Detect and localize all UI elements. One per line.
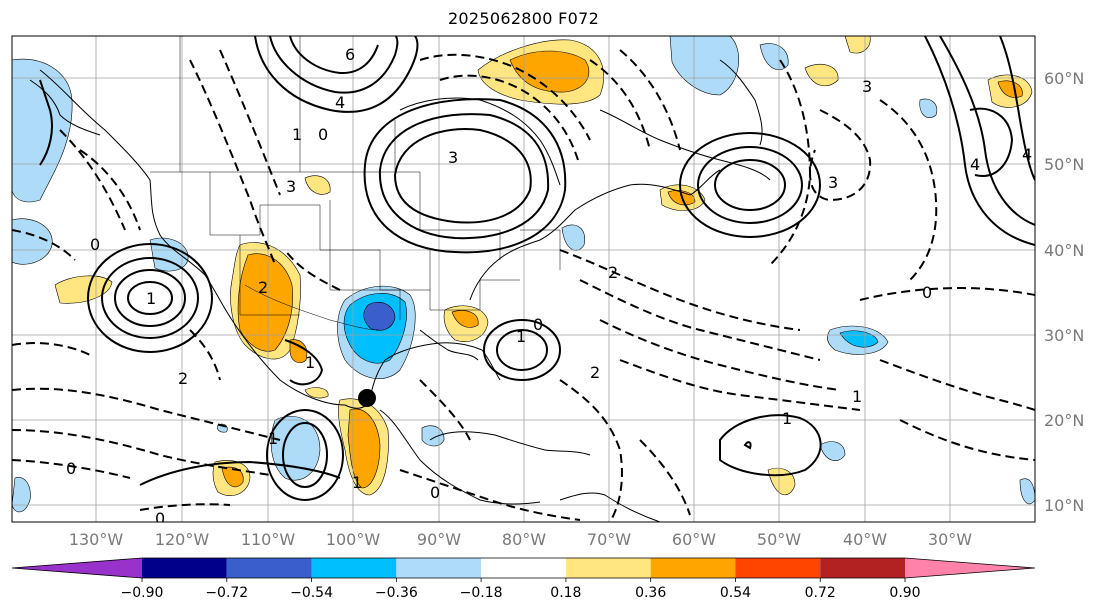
lon-label: 70°W (587, 530, 631, 549)
colorbar: −0.90 −0.72 −0.54 −0.36 −0.18 0.18 0.36 0.54 0.7… (11, 557, 1036, 601)
contour-label: 2 (608, 263, 618, 282)
positive-contours (39, 36, 1035, 501)
colorbar-segment (565, 558, 651, 578)
negative-contours (12, 49, 1035, 522)
contour-label: 0 (430, 483, 440, 502)
latitude-labels: 60°N 50°N 40°N 30°N 20°N 10°N (1044, 69, 1084, 515)
contour-label: 6 (345, 45, 355, 64)
contour-label: 3 (862, 77, 872, 96)
contour-label: 4 (970, 155, 980, 174)
contour-label: 2 (258, 278, 268, 297)
contour-label: 0 (922, 283, 932, 302)
lon-label: 60°W (672, 530, 716, 549)
contour-label: 3 (828, 173, 838, 192)
colorbar-tick-label: −0.36 (375, 585, 418, 601)
contour-label: 3 (286, 177, 296, 196)
contour-label: 1 (516, 327, 526, 346)
lon-label: 110°W (241, 530, 296, 549)
lon-label: 80°W (502, 530, 546, 549)
colorbar-segment (735, 558, 821, 578)
lon-label: 100°W (326, 530, 381, 549)
contour-label: 1 (782, 409, 792, 428)
contour-label: 0 (155, 509, 165, 528)
lon-label: 130°W (69, 530, 124, 549)
coastlines (29, 59, 771, 522)
anomaly-shading (12, 36, 1035, 513)
contour-label: 1 (852, 387, 862, 406)
colorbar-tick-label: 0.36 (635, 585, 666, 601)
lon-label: 30°W (928, 530, 972, 549)
map-frame (11, 35, 1036, 523)
colorbar-segment (905, 558, 1035, 578)
contour-label: 3 (448, 148, 458, 167)
colorbar-tick-label: 0.54 (720, 585, 751, 601)
colorbar-tick-label: −0.90 (121, 585, 164, 601)
contour-label: 1 (305, 353, 315, 372)
lat-label: 60°N (1044, 69, 1084, 88)
colorbar-tick-label: 0.90 (889, 585, 920, 601)
colorbar-tick-label: 0.18 (550, 585, 581, 601)
colorbar-segment (311, 558, 397, 578)
contour-label: 0 (318, 125, 328, 144)
contour-label: 2 (590, 363, 600, 382)
colorbar-segment (396, 558, 482, 578)
colorbar-segment (481, 558, 566, 578)
storm-center-dot (358, 389, 376, 407)
colorbar-tick-label: −0.18 (460, 585, 503, 601)
colorbar-tick-label: 0.72 (805, 585, 836, 601)
lat-label: 40°N (1044, 241, 1084, 260)
colorbar-segment (226, 558, 312, 578)
contour-label: 1 (268, 429, 278, 448)
contour-label: 1 (292, 125, 302, 144)
contour-label: 4 (1022, 145, 1032, 164)
lon-label: 40°W (843, 530, 887, 549)
contour-label: 1 (352, 473, 362, 492)
colorbar-segment (142, 558, 227, 578)
contour-label: 0 (533, 315, 543, 334)
longitude-labels: 130°W 120°W 110°W 100°W 90°W 80°W 70°W 6… (69, 530, 972, 549)
lon-label: 50°W (757, 530, 801, 549)
contour-label: 2 (178, 369, 188, 388)
map-background (12, 36, 1035, 522)
colorbar-tick-label: −0.72 (205, 585, 248, 601)
contour-label: 4 (335, 93, 345, 112)
contour-label: 0 (66, 459, 76, 478)
colorbar-segment (650, 558, 736, 578)
lon-label: 90°W (417, 530, 461, 549)
lat-label: 10°N (1044, 496, 1084, 515)
colorbar-tick-label: −0.54 (290, 585, 333, 601)
contour-labels: 6 4 1 3 0 2 1 0 2 1 3 0 1 0 1 2 1 0 0 2 … (66, 45, 1032, 528)
map-title: 2025062800 F072 (447, 9, 600, 28)
lat-label: 50°N (1044, 155, 1084, 174)
contour-label: 1 (146, 289, 156, 308)
lon-label: 120°W (155, 530, 210, 549)
colorbar-segment (12, 558, 142, 578)
colorbar-segment (820, 558, 905, 578)
contour-label: 0 (90, 235, 100, 254)
lat-label: 20°N (1044, 411, 1084, 430)
political-borders (150, 36, 561, 331)
lat-label: 30°N (1044, 326, 1084, 345)
